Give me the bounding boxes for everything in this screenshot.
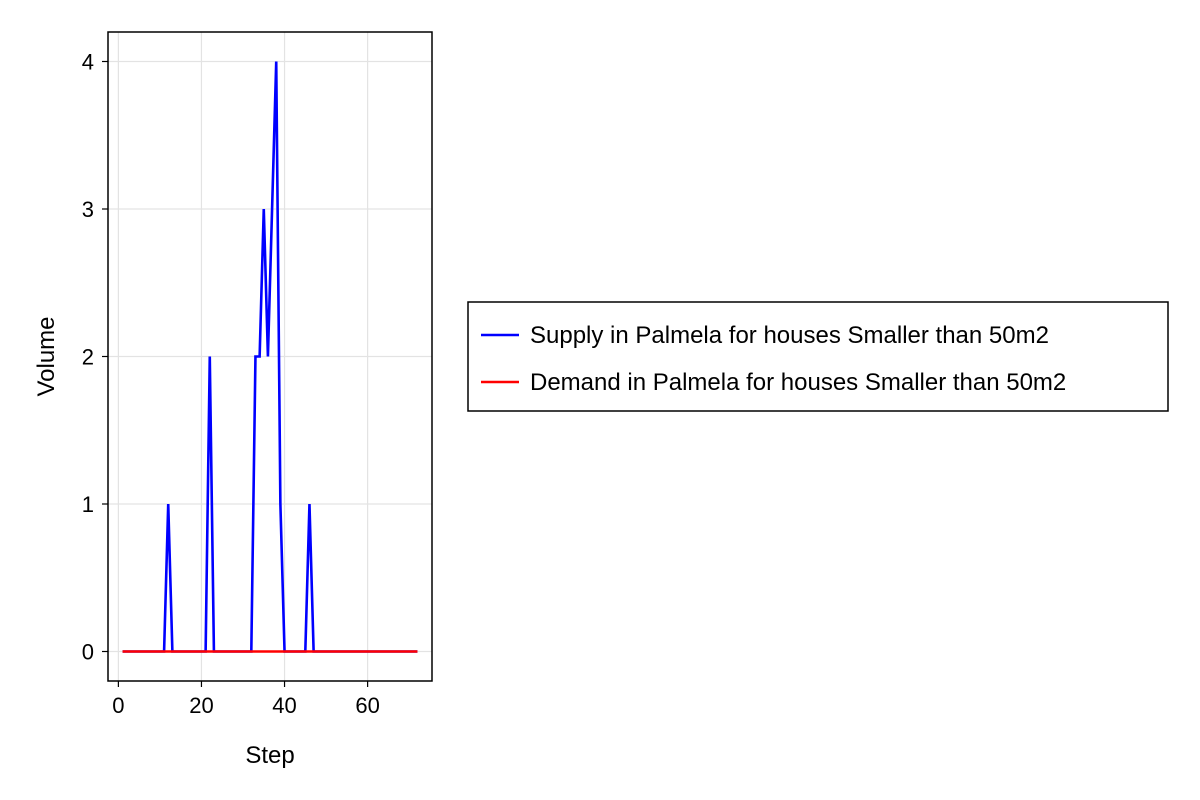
y-axis-label: Volume [33, 316, 60, 396]
x-tick-label: 0 [112, 693, 124, 718]
x-axis-label: Step [245, 742, 294, 769]
legend: Supply in Palmela for houses Smaller tha… [467, 301, 1169, 412]
y-tick-label: 3 [82, 197, 94, 222]
x-tick-label: 20 [189, 693, 213, 718]
y-tick-label: 4 [82, 50, 94, 75]
y-tick-label: 0 [82, 640, 94, 665]
x-tick-label: 60 [355, 693, 379, 718]
grid [108, 32, 432, 681]
legend-box [467, 301, 1169, 412]
y-tick-label: 2 [82, 345, 94, 370]
legend-label: Demand in Palmela for houses Smaller tha… [530, 369, 1066, 396]
ticks: 0 20 40 60 0 1 2 3 4 [82, 50, 380, 719]
series-layer [122, 61, 418, 653]
x-tick-label: 40 [272, 693, 296, 718]
y-tick-label: 1 [82, 492, 94, 517]
legend-label: Supply in Palmela for houses Smaller tha… [530, 322, 1049, 349]
